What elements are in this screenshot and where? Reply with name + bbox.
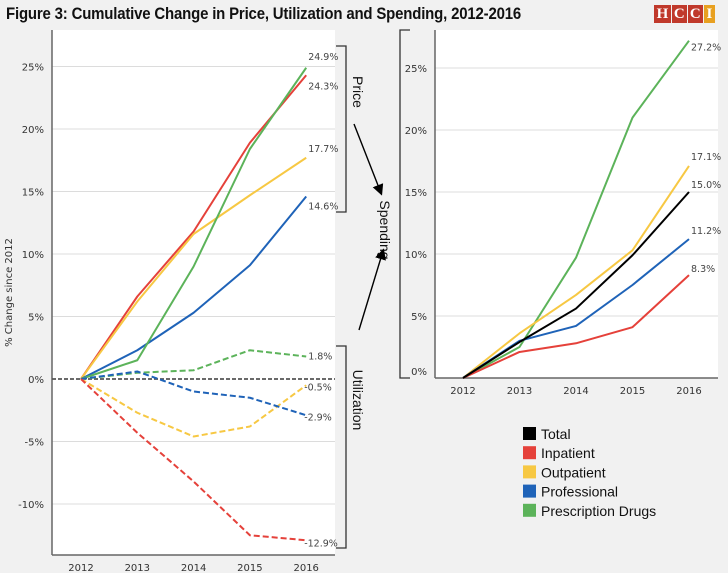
x-tick-label: 2016 [676, 386, 701, 397]
price-utilization-plot-area [52, 30, 335, 555]
data-label: 17.7% [308, 144, 338, 155]
legend-label-inpatient: Inpatient [541, 445, 595, 461]
y-tick-label: 0% [28, 375, 44, 386]
y-tick-label: 20% [405, 126, 427, 137]
y-tick-label: 5% [411, 312, 427, 323]
spending-chart: 0% 5% 10% 15% 20% 25% 2012 2013 2014 2015 2016 27.2… [405, 30, 721, 397]
logo-letter: I [703, 5, 715, 23]
x-tick-label: 2014 [563, 386, 588, 397]
data-label: 1.8% [308, 352, 332, 363]
price-annotation: Price [350, 76, 366, 108]
utilization-to-spending-arrow [358, 248, 386, 331]
price-bracket [336, 45, 347, 213]
x-tick-label: 2013 [507, 386, 532, 397]
y-axis-label: % Change since 2012 [4, 238, 15, 347]
price-to-spending-arrow [353, 123, 384, 196]
logo-letter: C [671, 5, 687, 23]
x-tick-label: 2016 [293, 563, 318, 573]
y-tick-label: 5% [28, 313, 44, 324]
legend-label-outpatient: Outpatient [541, 464, 606, 480]
data-label: 24.9% [308, 52, 338, 63]
y-tick-label: 15% [405, 188, 427, 199]
logo-letter: C [687, 5, 703, 23]
data-label: -12.9% [304, 538, 338, 549]
data-label: 27.2% [691, 43, 721, 54]
data-label: 17.1% [691, 152, 721, 163]
legend-swatch-total [523, 427, 536, 440]
logo-letter: H [654, 5, 671, 23]
data-label: -0.5% [304, 382, 332, 393]
y-tick-label: 0% [411, 367, 427, 378]
x-tick-label: 2014 [181, 563, 206, 573]
data-label: 15.0% [691, 180, 721, 191]
y-tick-label: 25% [405, 64, 427, 75]
y-tick-label: 25% [22, 63, 44, 74]
data-label: 24.3% [308, 81, 338, 92]
data-label: -2.9% [304, 412, 332, 423]
spending-bracket [399, 29, 410, 379]
legend-swatch-professional [523, 484, 536, 498]
x-tick-label: 2015 [620, 386, 645, 397]
legend-swatch-inpatient [523, 446, 536, 460]
x-tick-label: 2012 [68, 563, 93, 573]
x-tick-label: 2015 [237, 563, 262, 573]
legend-swatch-drugs [523, 503, 536, 517]
legend-label-total: Total [541, 426, 571, 442]
spending-plot-area [435, 30, 718, 378]
y-tick-label: 20% [22, 125, 44, 136]
utilization-annotation: Utilization [350, 370, 366, 431]
x-tick-label: 2012 [450, 386, 475, 397]
spending-annotation: Spending [377, 200, 393, 259]
legend-label-drugs: Prescription Drugs [541, 503, 656, 519]
series-line-utilization-inpatient [80, 378, 307, 542]
utilization-bracket [336, 345, 347, 549]
data-label: 14.6% [308, 202, 338, 213]
legend-label-professional: Professional [541, 484, 618, 500]
y-tick-label: 10% [405, 250, 427, 261]
legend: Total Inpatient Outpatient Professional Pres… [523, 426, 656, 519]
y-tick-label: -10% [18, 500, 44, 511]
price-utilization-chart: -10% -5% 0% 5% 10% 15% 20% 25% 2012 2013 2014 2015 2… [4, 30, 338, 573]
series-line-utilization-professional [80, 370, 307, 417]
legend-swatch-outpatient [523, 465, 536, 479]
y-tick-label: 10% [22, 250, 44, 261]
x-tick-label: 2013 [125, 563, 150, 573]
y-tick-label: -5% [25, 438, 44, 449]
y-tick-label: 15% [22, 188, 44, 199]
data-label: 8.3% [691, 264, 715, 275]
data-label: 11.2% [691, 226, 721, 237]
figure-title: Figure 3: Cumulative Change in Price, Ut… [6, 4, 522, 23]
